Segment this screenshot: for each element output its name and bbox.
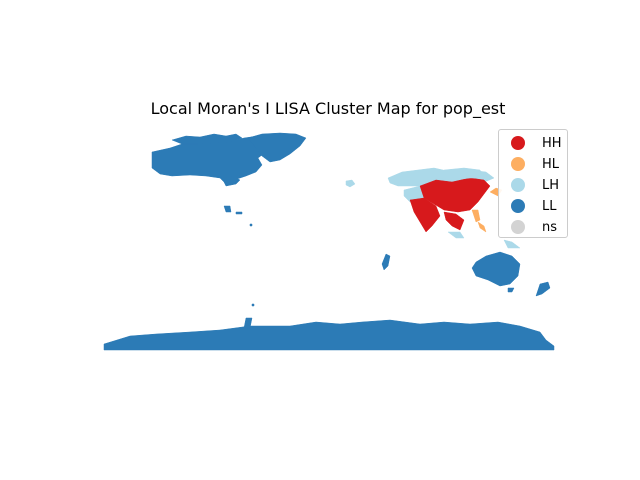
legend: HH HL LH LL ns bbox=[498, 129, 568, 238]
legend-item-ns: ns bbox=[511, 218, 557, 236]
region-philippines bbox=[471, 209, 481, 223]
legend-item-ll: LL bbox=[511, 197, 557, 215]
region-antarctic-peninsula bbox=[243, 317, 253, 329]
region-mongolia bbox=[439, 167, 485, 181]
region-svalbard bbox=[345, 179, 356, 188]
legend-marker-lh bbox=[511, 178, 525, 192]
legend-label: LL bbox=[542, 198, 557, 214]
legend-marker-hl bbox=[511, 157, 525, 171]
legend-marker-ll bbox=[511, 199, 525, 213]
region-indonesia-east bbox=[477, 221, 487, 233]
region-southeast-asia bbox=[443, 211, 465, 231]
legend-label: LH bbox=[542, 177, 560, 193]
legend-item-hh: HH bbox=[511, 134, 562, 152]
region-new-zealand bbox=[535, 281, 551, 297]
region-small-islands-na bbox=[223, 205, 253, 227]
legend-item-hl: HL bbox=[511, 155, 559, 173]
legend-label: HH bbox=[542, 135, 562, 151]
map-title: Local Moran's I LISA Cluster Map for pop… bbox=[150, 99, 506, 118]
region-madagascar bbox=[381, 253, 391, 271]
region-indonesia bbox=[447, 231, 465, 239]
region-antarctica bbox=[103, 319, 555, 351]
legend-label: HL bbox=[542, 156, 560, 172]
region-china bbox=[419, 177, 491, 213]
region-india bbox=[409, 197, 441, 233]
legend-item-lh: LH bbox=[511, 176, 559, 194]
region-tasmania bbox=[507, 287, 515, 293]
region-australia bbox=[471, 251, 521, 287]
region-greenland bbox=[247, 132, 307, 163]
region-canadian-arctic-islands bbox=[171, 133, 243, 145]
region-papua-new-guinea bbox=[503, 239, 521, 249]
region-small-antarctic-island bbox=[251, 303, 255, 307]
legend-label: ns bbox=[542, 219, 558, 235]
legend-marker-hh bbox=[511, 136, 525, 150]
legend-marker-ns bbox=[511, 220, 525, 234]
region-alaska-tip bbox=[221, 175, 241, 187]
